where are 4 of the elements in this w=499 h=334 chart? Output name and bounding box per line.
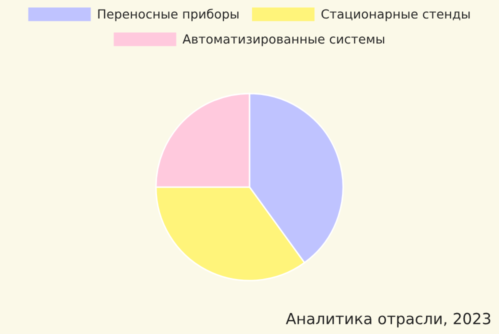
text: Аналитика отрасли, 2023	[286, 312, 490, 328]
legend-label: Автоматизированные системы	[182, 34, 384, 46]
legend-label: Стационарные стенды	[321, 9, 470, 22]
legend-label: Переносные приборы	[98, 8, 238, 22]
